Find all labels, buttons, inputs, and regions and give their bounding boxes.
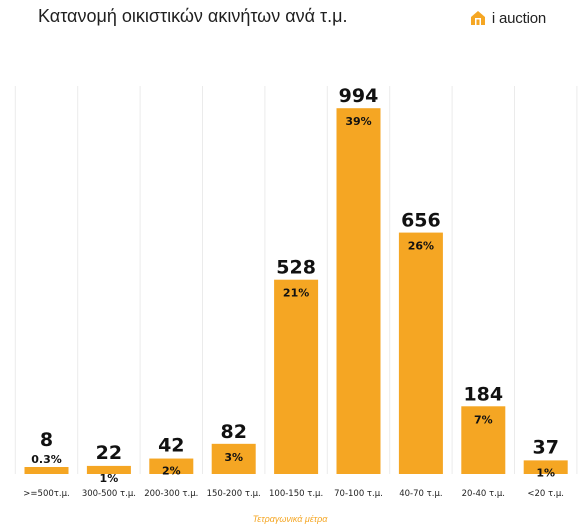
percent-label: 2% — [162, 465, 181, 478]
bar — [149, 458, 194, 474]
x-tick-label: >=500τ.μ. — [23, 489, 69, 499]
bar — [24, 467, 69, 474]
x-tick-label: 300-500 τ.μ. — [82, 489, 136, 499]
x-axis-title: Τετραγωνικά μέτρα — [252, 514, 328, 524]
value-label: 8 — [40, 429, 53, 451]
value-label: 42 — [158, 435, 184, 457]
percent-label: 26% — [408, 240, 434, 253]
x-tick-label: 200-300 τ.μ. — [144, 489, 198, 499]
x-tick-label: 70-100 τ.μ. — [334, 489, 383, 499]
value-label: 37 — [532, 436, 558, 458]
value-label: 656 — [401, 210, 441, 232]
x-tick-label: 150-200 τ.μ. — [207, 489, 261, 499]
value-label: 994 — [339, 85, 379, 107]
value-label: 82 — [220, 421, 246, 443]
value-label: 528 — [276, 257, 316, 279]
chart-title: Κατανομή οικιστικών ακινήτων ανά τ.μ. — [38, 6, 348, 26]
value-label: 22 — [96, 442, 122, 464]
x-tick-label: 100-150 τ.μ. — [269, 489, 323, 499]
bar — [523, 460, 568, 474]
percent-label: 1% — [100, 472, 119, 485]
x-tick-label: 20-40 τ.μ. — [462, 489, 505, 499]
brand-logo: i auction — [469, 8, 546, 28]
bar — [211, 443, 256, 474]
percent-label: 39% — [345, 115, 371, 128]
percent-label: 21% — [283, 287, 309, 300]
bar — [461, 406, 506, 474]
percent-label: 1% — [536, 466, 555, 479]
bar — [274, 279, 319, 474]
house-logo-icon — [470, 11, 485, 25]
bar — [336, 108, 381, 474]
x-tick-label: 40-70 τ.μ. — [399, 489, 442, 499]
brand-name: i auction — [491, 9, 546, 27]
percent-label: 0.3% — [31, 453, 62, 466]
x-tick-label: <20 τ.μ. — [527, 489, 564, 499]
value-label: 184 — [463, 383, 503, 405]
bar — [398, 232, 443, 474]
percent-label: 7% — [474, 413, 493, 426]
bar — [86, 465, 131, 474]
percent-label: 3% — [224, 451, 243, 464]
